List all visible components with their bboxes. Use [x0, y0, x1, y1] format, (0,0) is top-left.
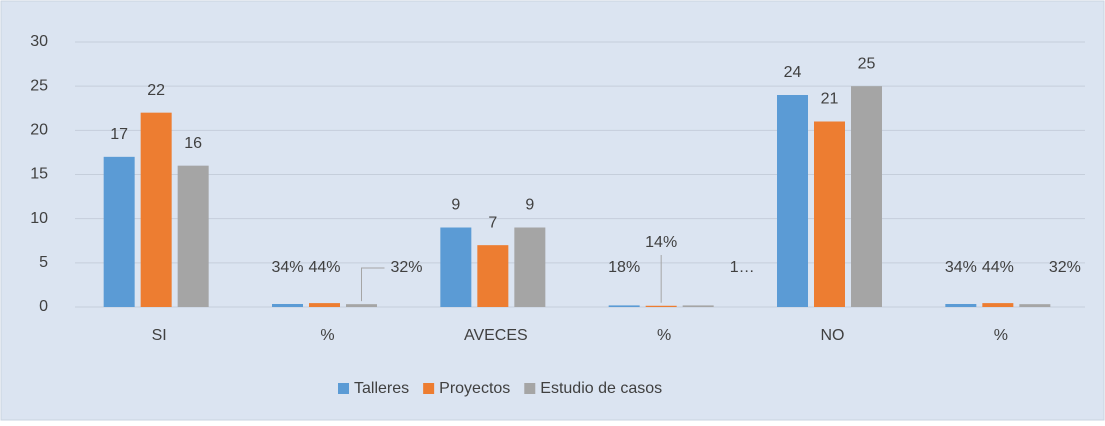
- bar: [514, 227, 546, 307]
- data-label: 1…: [730, 259, 755, 276]
- data-label: 18%: [608, 259, 640, 276]
- y-tick-label: 10: [30, 210, 48, 227]
- bar: [477, 245, 509, 307]
- y-tick-label: 30: [30, 33, 48, 50]
- data-label: 9: [525, 197, 534, 214]
- x-tick-label: NO: [821, 327, 845, 344]
- x-tick-label: %: [657, 327, 671, 344]
- bar: [1019, 304, 1051, 307]
- y-tick-label: 20: [30, 122, 48, 139]
- x-tick-label: AVECES: [464, 327, 528, 344]
- y-tick-label: 5: [39, 254, 48, 271]
- legend-label: Estudio de casos: [540, 380, 662, 397]
- bar: [851, 86, 882, 308]
- data-label: 34%: [945, 259, 977, 276]
- data-label: 7: [488, 214, 497, 231]
- y-tick-label: 25: [30, 77, 48, 94]
- data-label: 9: [451, 197, 460, 214]
- legend-swatch: [423, 383, 435, 394]
- bar: [140, 112, 172, 308]
- data-label: 16: [184, 135, 202, 152]
- data-label: 17: [110, 126, 128, 143]
- x-tick-label: %: [320, 327, 334, 344]
- bar: [777, 95, 808, 307]
- bar: [272, 303, 303, 307]
- bar: [309, 303, 340, 307]
- data-label: 44%: [982, 259, 1014, 276]
- x-tick-label: SI: [152, 327, 167, 344]
- bar: [608, 305, 640, 307]
- bar: [982, 303, 1014, 307]
- legend-swatch: [338, 383, 349, 394]
- legend-label: Proyectos: [439, 380, 510, 397]
- leader-line: [361, 267, 385, 302]
- bar: [103, 156, 135, 307]
- legend-swatch: [524, 383, 536, 394]
- data-label: 25: [858, 55, 876, 72]
- y-tick-label: 0: [39, 298, 48, 315]
- data-label: 24: [784, 64, 802, 81]
- y-tick-label: 15: [30, 166, 48, 183]
- data-label: 32%: [390, 259, 422, 276]
- legend-label: Talleres: [354, 380, 409, 397]
- data-label: 14%: [645, 234, 677, 251]
- data-label: 44%: [308, 259, 340, 276]
- data-label: 32%: [1049, 259, 1081, 276]
- data-label: 22: [147, 82, 165, 99]
- bar: [945, 303, 977, 307]
- bar: [814, 121, 845, 307]
- bar: [682, 305, 714, 307]
- data-label: 34%: [271, 259, 303, 276]
- data-label: 21: [821, 91, 839, 108]
- bar: [440, 227, 472, 307]
- x-tick-label: %: [994, 327, 1008, 344]
- bar: [177, 165, 209, 307]
- bar: [645, 305, 677, 307]
- bar: [346, 304, 377, 307]
